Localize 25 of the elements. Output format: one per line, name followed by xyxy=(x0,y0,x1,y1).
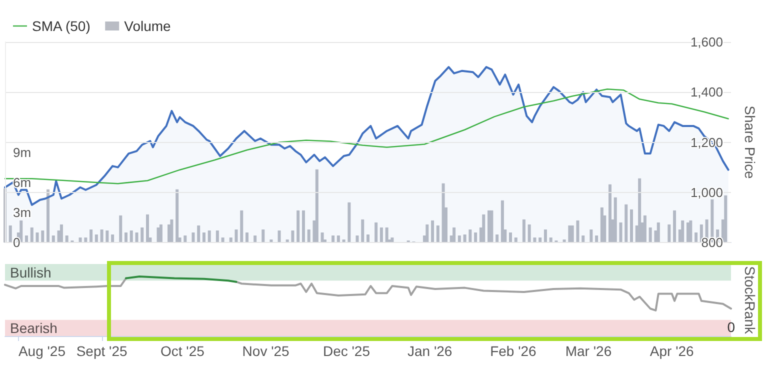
band-label: Bullish xyxy=(10,264,52,280)
x-tick-label: Oct '25 xyxy=(160,343,205,359)
y-tick-label: 1,400 xyxy=(690,84,723,100)
y2-tick-label: 3m xyxy=(13,204,32,220)
x-tick-label: Feb '26 xyxy=(490,343,537,359)
band-label: Bearish xyxy=(10,320,58,336)
y-axis-title: Share Price xyxy=(742,106,758,180)
x-tick-label: Mar '26 xyxy=(565,343,612,359)
x-tick-label: Nov '25 xyxy=(242,343,290,359)
y-tick-label: 800 xyxy=(701,235,723,250)
y-tick-label: 1,200 xyxy=(690,134,723,150)
y2-tick-label: 6m xyxy=(13,174,32,190)
y-tick-label: 1,000 xyxy=(690,184,723,200)
legend-label: SMA (50) xyxy=(32,18,90,34)
y-axis-title: StockRank xyxy=(742,266,758,335)
x-tick-label: Aug '25 xyxy=(18,343,66,359)
y2-tick-label: 9m xyxy=(13,144,32,160)
x-tick-label: Dec '25 xyxy=(322,343,370,359)
y-tick-label: 1,600 xyxy=(690,34,723,50)
y2-tick-label: 0 xyxy=(13,235,20,250)
legend-label: Volume xyxy=(124,18,172,34)
x-tick-label: Jan '26 xyxy=(407,343,452,359)
x-tick-label: Apr '26 xyxy=(650,343,694,359)
annotation: 0 xyxy=(727,319,736,335)
x-tick-label: Sept '25 xyxy=(76,343,128,359)
